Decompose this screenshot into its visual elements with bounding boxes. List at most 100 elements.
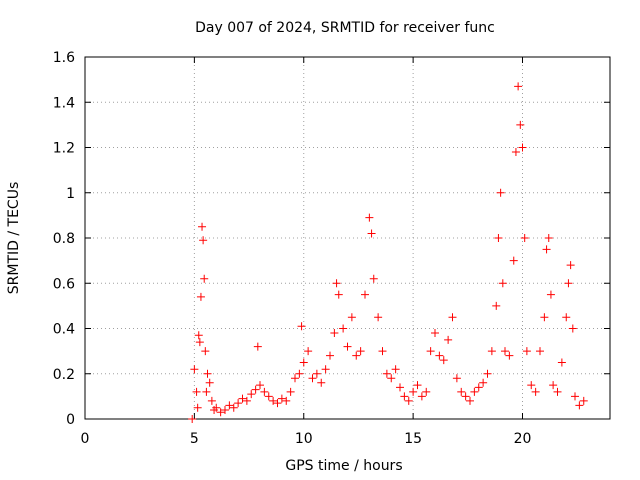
data-point [347,313,356,322]
data-point [210,405,219,414]
y-tick-label: 0.2 [53,367,75,383]
data-point [365,213,374,222]
chart-title: Day 007 of 2024, SRMTID for receiver fun… [195,20,495,36]
data-point [326,351,334,360]
data-point [431,329,439,338]
data-point [426,347,435,356]
data-point [544,234,553,242]
data-point [536,347,544,356]
data-point [564,279,573,288]
y-tick-label: 0.8 [53,231,75,247]
data-point [422,387,431,396]
data-point [546,290,555,299]
data-point [260,387,269,396]
data-point [448,313,457,322]
data-point [203,369,212,378]
data-point [264,392,273,401]
x-tick-label: 0 [81,431,90,447]
data-point [549,381,558,390]
data-point [527,381,536,390]
data-point [247,390,256,399]
data-point [571,392,579,401]
data-point [190,365,199,374]
data-point [195,338,204,347]
points-layer [188,82,588,423]
data-point [367,229,376,238]
x-axis-label: GPS time / hours [285,458,402,474]
data-point [212,403,221,412]
data-point [516,120,525,129]
data-point [522,347,531,356]
data-point [579,396,588,405]
data-point [198,222,207,231]
data-point [518,143,527,152]
data-point [202,387,211,396]
data-point [509,256,518,265]
x-tick-label: 5 [190,431,199,447]
data-point [498,279,507,288]
data-point [201,347,210,356]
data-point [483,369,492,378]
data-point [242,396,251,405]
y-tick-label: 1.2 [53,141,75,157]
data-point [387,374,396,383]
data-point [339,324,348,333]
data-point [514,82,523,91]
data-point [334,290,343,299]
data-point [461,392,470,401]
data-point [225,401,234,410]
data-point [221,405,229,414]
data-point [492,301,501,310]
data-point [400,392,409,401]
data-point [286,387,295,396]
data-point [234,399,243,408]
data-point [382,369,391,378]
data-point [369,274,378,283]
data-point [487,347,496,356]
data-point [474,383,483,392]
data-point [352,351,361,360]
data-point [205,378,214,387]
data-point [196,292,205,301]
data-point [361,290,369,299]
data-point [295,369,304,378]
data-point [511,148,520,157]
data-point [229,403,238,412]
tick-layer: 0 5 10 15 20 0 0.2 0.4 0.6 0.8 1 1.2 1.4 1.6 [53,50,610,447]
x-tick-label: 20 [514,431,532,447]
data-point [540,313,549,322]
data-point [194,331,203,340]
data-point [413,381,422,390]
y-tick-label: 1.4 [53,95,75,111]
data-point [297,322,306,331]
y-tick-label: 0 [66,412,75,428]
data-point [251,385,260,394]
data-point [444,335,453,344]
data-point [200,274,209,283]
y-tick-label: 1 [66,186,75,202]
data-point [312,369,321,378]
y-tick-label: 0.4 [53,322,75,338]
x-tick-label: 15 [404,431,422,447]
x-tick-label: 10 [295,431,313,447]
data-point [557,358,566,367]
data-point [505,351,514,360]
data-point [282,396,291,405]
data-point [291,374,299,383]
data-point [199,236,208,245]
data-point [409,387,418,396]
data-point [479,378,488,387]
data-point [269,396,278,405]
data-point [330,329,339,338]
grid-layer [85,57,610,419]
data-point [216,408,225,417]
data-point [417,392,426,401]
data-point [304,347,313,356]
data-point [188,415,197,423]
data-point [562,313,571,322]
data-point [501,347,509,356]
data-point [452,374,461,383]
data-point [435,351,444,360]
